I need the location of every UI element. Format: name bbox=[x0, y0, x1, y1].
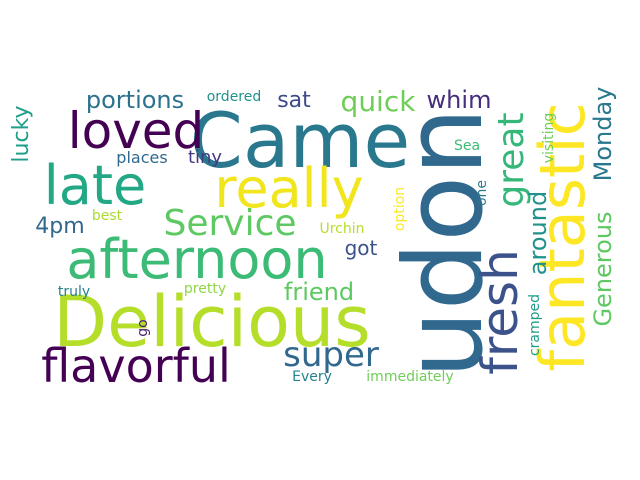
word-friend: friend bbox=[283, 278, 355, 306]
word-urchin: Urchin bbox=[319, 221, 365, 237]
word-best: best bbox=[91, 208, 123, 224]
word-loved: loved bbox=[67, 102, 205, 160]
word-whim: whim bbox=[426, 86, 492, 114]
word-option: option bbox=[392, 186, 408, 232]
word-super: super bbox=[283, 335, 379, 375]
word-truly: truly bbox=[57, 284, 91, 300]
word-ordered: ordered bbox=[206, 89, 262, 105]
word-late: late bbox=[43, 154, 147, 217]
word-around: around bbox=[524, 190, 552, 276]
word-one: one bbox=[474, 179, 490, 207]
word-sat: sat bbox=[277, 88, 311, 113]
word-immediately: immediately bbox=[366, 369, 454, 385]
word-really: really bbox=[214, 157, 364, 220]
word-got: got bbox=[344, 236, 378, 260]
word-monday: Monday bbox=[589, 86, 617, 182]
word-places: places bbox=[116, 148, 168, 167]
word-portions: portions bbox=[85, 86, 185, 114]
word-fresh: fresh bbox=[471, 249, 529, 375]
word-cramped: cramped bbox=[527, 293, 543, 357]
word-flavorful: flavorful bbox=[41, 339, 231, 393]
word-afternoon: afternoon bbox=[66, 228, 328, 291]
word-delicious: Delicious bbox=[53, 281, 371, 363]
word-came: Came bbox=[189, 96, 411, 185]
word-visiting: visiting bbox=[541, 112, 557, 164]
word-service: Service bbox=[163, 203, 297, 244]
word-go: go bbox=[135, 319, 151, 337]
word-quick: quick bbox=[340, 85, 416, 118]
word-generous: Generous bbox=[589, 211, 617, 327]
word-tiny: tiny bbox=[187, 147, 223, 168]
word-sea: Sea bbox=[453, 138, 481, 154]
word-every: Every bbox=[292, 369, 332, 385]
word-lucky: lucky bbox=[9, 105, 34, 163]
word-pretty: pretty bbox=[183, 281, 227, 297]
word-4pm: 4pm bbox=[35, 214, 85, 239]
